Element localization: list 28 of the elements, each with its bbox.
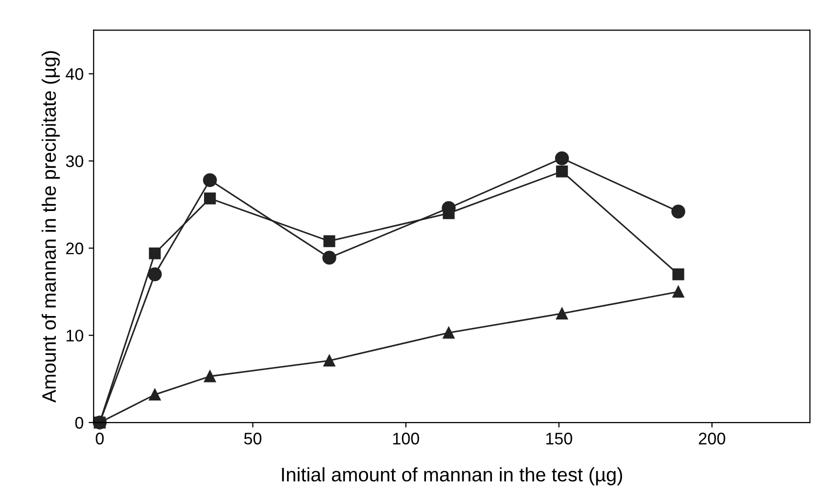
point	[202, 173, 217, 188]
point	[671, 204, 686, 218]
x-tick-label: 150	[546, 432, 572, 444]
point	[323, 354, 336, 367]
point	[555, 151, 569, 166]
y-tick-label: 40	[66, 68, 84, 80]
point	[556, 308, 568, 320]
y-tick-label: 20	[66, 242, 84, 254]
point	[323, 235, 336, 248]
point	[442, 326, 455, 339]
y-axis-title: Amount of mannan in the precipitate (µg)	[42, 51, 60, 403]
x-axis-title: Initial amount of mannan in the test (µg)	[282, 467, 622, 486]
point	[148, 267, 162, 282]
y-tick-label: 30	[66, 155, 84, 168]
point	[322, 250, 336, 265]
point	[148, 388, 161, 401]
point	[148, 247, 161, 260]
point	[672, 268, 684, 280]
y-tick-label: 10	[66, 330, 84, 342]
x-tick-label: 50	[244, 432, 262, 444]
point	[204, 192, 216, 204]
point	[556, 166, 568, 178]
point	[204, 370, 216, 382]
x-tick-label: 100	[393, 432, 420, 444]
x-tick-label: 200	[698, 432, 726, 444]
point	[672, 286, 684, 298]
x-tick-label: 0	[96, 432, 104, 444]
y-tick-label: 0	[75, 416, 84, 429]
